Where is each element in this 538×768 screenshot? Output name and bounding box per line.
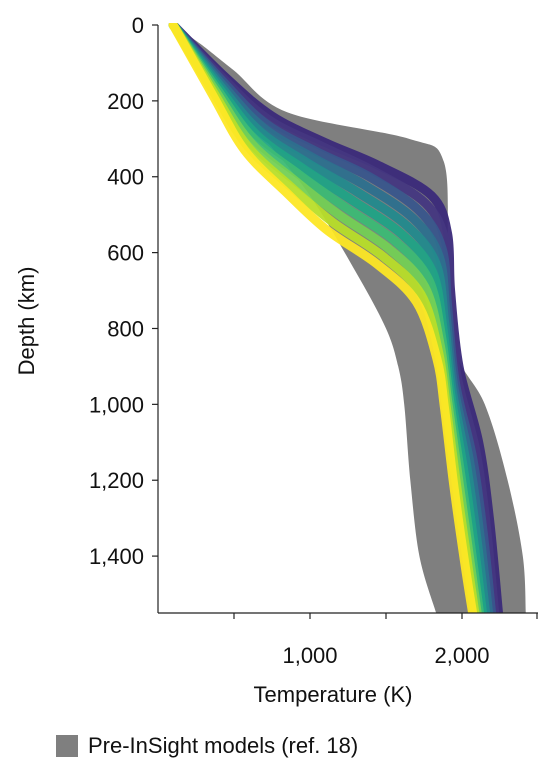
y-tick-label: 600 bbox=[107, 241, 144, 266]
legend-label: Pre-InSight models (ref. 18) bbox=[88, 733, 359, 758]
y-tick-label: 200 bbox=[107, 89, 144, 114]
y-tick-label: 0 bbox=[132, 13, 144, 38]
y-tick-label: 800 bbox=[107, 316, 144, 341]
plot-area bbox=[168, 23, 526, 613]
legend: Pre-InSight models (ref. 18) bbox=[56, 733, 358, 759]
model-profile-10 bbox=[168, 23, 478, 613]
y-tick-label: 1,200 bbox=[89, 468, 144, 493]
y-tick-label: 1,400 bbox=[89, 544, 144, 569]
x-tick-label: 2,000 bbox=[434, 643, 489, 668]
y-tick-label: 1,000 bbox=[89, 392, 144, 417]
y-tick-label: 400 bbox=[107, 165, 144, 190]
axes: 0 200 400 600 800 1,000 1,200 1,400 1,000 2,000 bbox=[89, 13, 538, 668]
x-axis-title: Temperature (K) bbox=[254, 682, 413, 707]
legend-swatch bbox=[56, 735, 78, 757]
pre-insight-envelope bbox=[173, 25, 526, 613]
y-axis-title: Depth (km) bbox=[14, 267, 39, 376]
x-tick-label: 1,000 bbox=[282, 643, 337, 668]
